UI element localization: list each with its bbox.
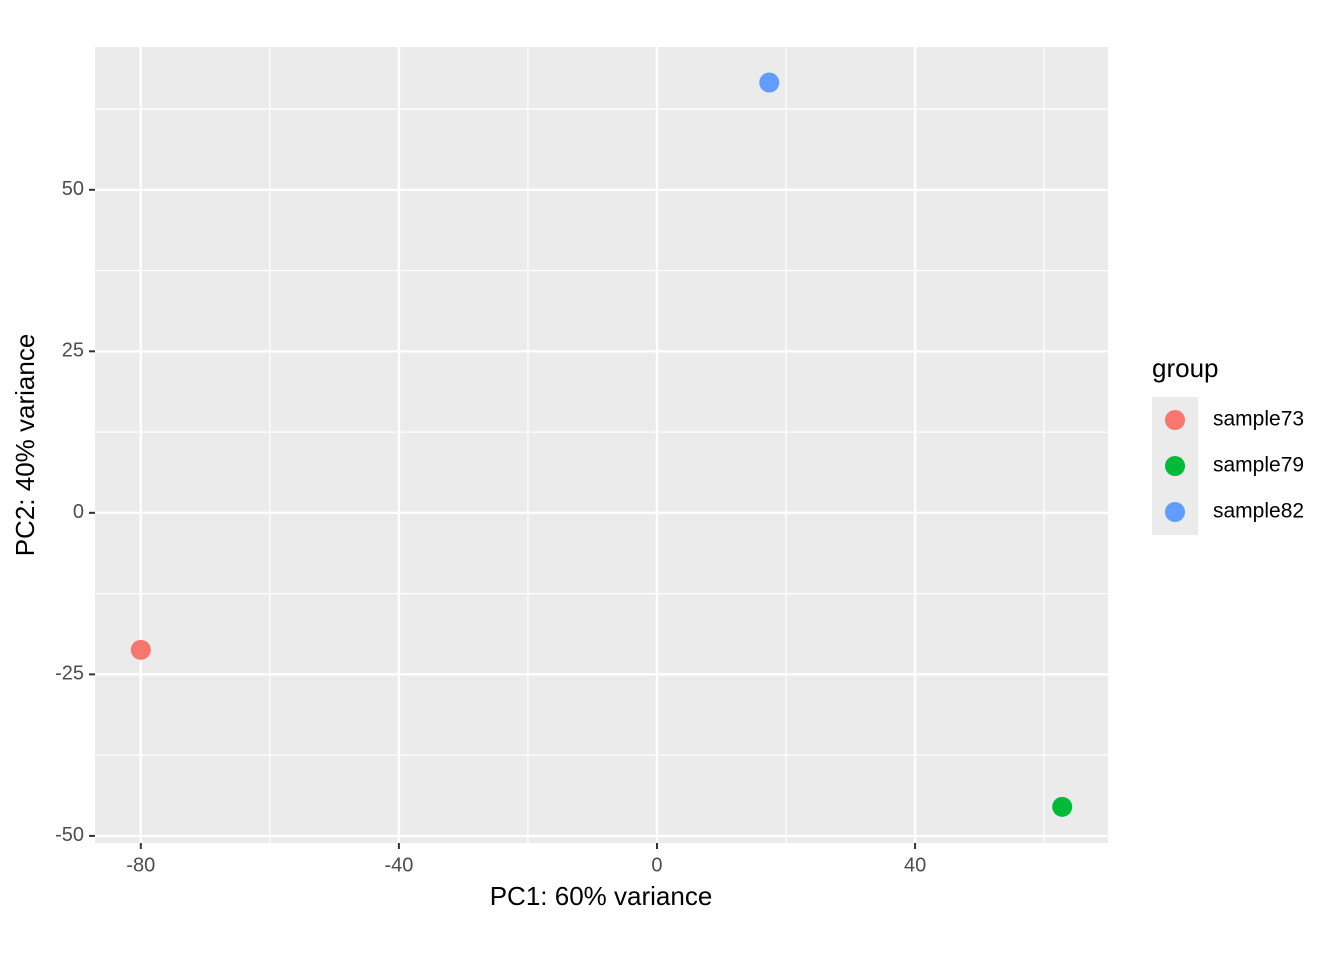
legend-key <box>1165 502 1185 522</box>
legend-key <box>1165 410 1185 430</box>
y-axis-title: PC2: 40% variance <box>10 334 40 557</box>
y-tick-label: 25 <box>62 340 84 362</box>
x-tick-label: -40 <box>384 854 413 876</box>
panel <box>95 47 1108 843</box>
legend-label: sample82 <box>1213 500 1304 523</box>
grid <box>95 47 1108 843</box>
x-axis-title: PC1: 60% variance <box>490 881 713 911</box>
y-tick-label: -25 <box>55 663 84 685</box>
point <box>1052 796 1073 817</box>
marks <box>130 72 1073 817</box>
point <box>130 639 151 660</box>
y-tick-label: 50 <box>62 178 84 200</box>
legend-key <box>1165 456 1185 476</box>
legend-label: sample73 <box>1213 408 1304 431</box>
x-tick-label: -80 <box>126 854 155 876</box>
legend-label: sample79 <box>1213 454 1304 477</box>
x-tick-label: 40 <box>904 854 926 876</box>
y-tick-label: 0 <box>73 501 84 523</box>
legend-title: group <box>1152 353 1219 383</box>
y-tick-label: -50 <box>55 824 84 846</box>
point <box>759 72 780 93</box>
x-tick-label: 0 <box>651 854 662 876</box>
